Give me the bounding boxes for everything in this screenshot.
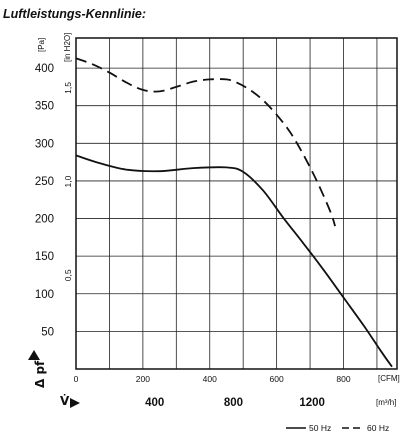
x-axis-symbol: V̇ xyxy=(60,394,70,408)
y-tick-inh2o-1,0: 1,0 xyxy=(63,175,73,187)
y-tick-pa-100: 100 xyxy=(35,289,54,301)
y-axis-arrow xyxy=(28,350,40,360)
chart-title: Luftleistungs-Kennlinie: xyxy=(3,7,146,21)
legend-label-50hz: 50 Hz xyxy=(309,423,331,433)
grid xyxy=(76,38,397,369)
curve-60hz xyxy=(75,57,336,227)
x-unit-cfm: [CFM] xyxy=(378,374,400,383)
x-axis-cfm-ticks: 0 200 400 600 800 xyxy=(74,374,351,384)
x-axis-m3h-ticks: 400 800 1200 xyxy=(145,397,325,409)
legend-label-60hz: 60 Hz xyxy=(367,423,389,433)
x-tick-cfm-800: 800 xyxy=(336,374,350,384)
y-tick-pa-150: 150 xyxy=(35,251,54,263)
plot-frame xyxy=(75,37,398,370)
y-axis-symbol: Δ pf xyxy=(33,360,47,388)
y-unit-inh2o: [in H2O] xyxy=(63,33,72,62)
x-tick-cfm-200: 200 xyxy=(136,374,150,384)
y-tick-pa-200: 200 xyxy=(35,214,54,226)
curve-50hz xyxy=(75,154,393,368)
y-tick-inh2o-0,5: 0,5 xyxy=(63,269,73,281)
y-unit-pa: [Pa] xyxy=(37,38,46,52)
y-tick-inh2o-1,5: 1,5 xyxy=(63,82,73,94)
y-tick-pa-50: 50 xyxy=(41,326,54,338)
x-tick-cfm-600: 600 xyxy=(270,374,284,384)
y-tick-pa-250: 250 xyxy=(35,176,54,188)
y-axis-inh2o-ticks: 1,5 1,0 0,5 xyxy=(63,82,73,281)
x-tick-m3h-1200: 1200 xyxy=(299,397,325,409)
x-tick-cfm-400: 400 xyxy=(203,374,217,384)
y-tick-pa-300: 300 xyxy=(35,138,54,150)
x-axis-arrow xyxy=(70,398,80,408)
x-tick-m3h-800: 800 xyxy=(224,397,243,409)
y-tick-pa-400: 400 xyxy=(35,63,54,75)
x-tick-cfm-0: 0 xyxy=(74,374,79,384)
x-tick-m3h-400: 400 xyxy=(145,397,164,409)
x-unit-m3h: [m³/h] xyxy=(376,398,396,407)
y-axis-pa-ticks: 400 350 300 250 200 150 100 50 xyxy=(35,63,54,338)
curves xyxy=(75,57,393,368)
legend: 50 Hz 60 Hz xyxy=(286,423,389,433)
y-tick-pa-350: 350 xyxy=(35,101,54,113)
